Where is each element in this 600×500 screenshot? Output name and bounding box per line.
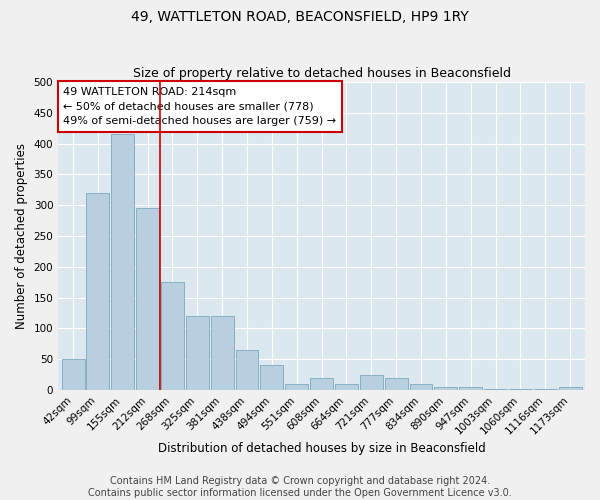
Bar xyxy=(484,389,507,390)
Text: 49, WATTLETON ROAD, BEACONSFIELD, HP9 1RY: 49, WATTLETON ROAD, BEACONSFIELD, HP9 1R… xyxy=(131,10,469,24)
Bar xyxy=(161,282,184,390)
Bar xyxy=(112,134,134,390)
Text: 49 WATTLETON ROAD: 214sqm
← 50% of detached houses are smaller (778)
49% of semi: 49 WATTLETON ROAD: 214sqm ← 50% of detac… xyxy=(64,86,337,126)
Bar xyxy=(62,359,85,390)
Bar xyxy=(385,378,407,390)
Bar xyxy=(260,366,283,390)
Bar xyxy=(236,350,259,390)
Bar xyxy=(559,387,581,390)
Bar xyxy=(86,193,109,390)
Bar xyxy=(360,374,383,390)
Bar xyxy=(136,208,159,390)
Bar xyxy=(211,316,233,390)
Bar xyxy=(509,389,532,390)
Y-axis label: Number of detached properties: Number of detached properties xyxy=(15,143,28,329)
Bar xyxy=(186,316,209,390)
Bar xyxy=(310,378,333,390)
Bar xyxy=(286,384,308,390)
Text: Contains HM Land Registry data © Crown copyright and database right 2024.
Contai: Contains HM Land Registry data © Crown c… xyxy=(88,476,512,498)
Bar xyxy=(434,387,457,390)
Bar xyxy=(410,384,433,390)
Title: Size of property relative to detached houses in Beaconsfield: Size of property relative to detached ho… xyxy=(133,66,511,80)
Bar xyxy=(459,387,482,390)
X-axis label: Distribution of detached houses by size in Beaconsfield: Distribution of detached houses by size … xyxy=(158,442,485,455)
Bar xyxy=(335,384,358,390)
